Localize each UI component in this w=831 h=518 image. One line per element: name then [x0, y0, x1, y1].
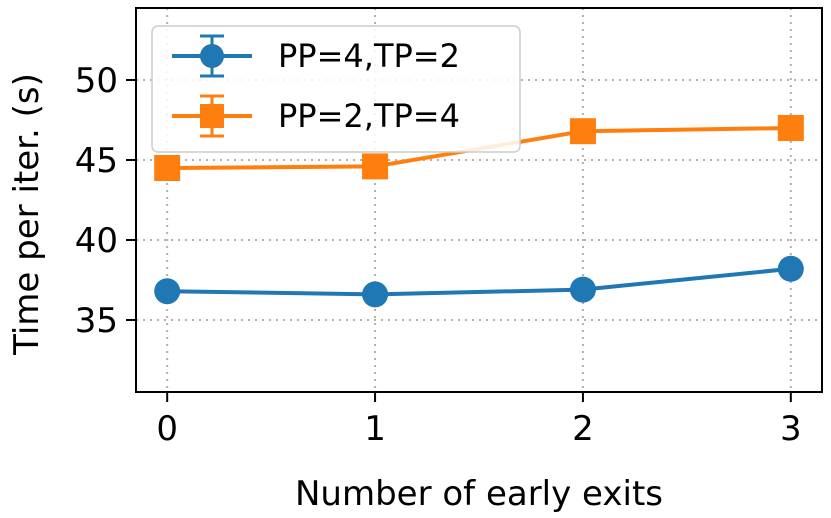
data-point-pp-2-tp-4 — [777, 115, 804, 141]
x-tick-label: 2 — [572, 409, 594, 449]
y-tick-label: 40 — [75, 221, 118, 261]
x-tick-label: 0 — [156, 409, 178, 449]
series-layer — [154, 115, 804, 308]
data-point-pp-4-tp-2 — [154, 278, 181, 305]
data-point-pp-4-tp-2 — [362, 281, 389, 308]
y-tick-label: 45 — [75, 141, 118, 181]
series-pp-4-tp-2 — [154, 255, 804, 308]
x-tick-label: 3 — [780, 409, 802, 449]
legend: PP=4,TP=2 PP=2,TP=4 — [151, 25, 521, 153]
y-axis-label: Time per iter. (s) — [7, 73, 47, 356]
ticks: 0 1 2 3 35 40 45 50 — [75, 61, 802, 449]
data-point-pp-4-tp-2 — [777, 255, 804, 282]
legend-entry-pp2-tp4: PP=2,TP=4 — [172, 94, 460, 138]
data-point-pp-2-tp-4 — [154, 155, 181, 181]
legend-label-pp2-tp4: PP=2,TP=4 — [278, 97, 460, 135]
y-tick-label: 35 — [75, 301, 118, 341]
legend-label-pp4-tp2: PP=4,TP=2 — [278, 37, 460, 75]
x-tick-label: 1 — [364, 409, 386, 449]
plot-frame — [135, 7, 823, 393]
x-axis-label: Number of early exits — [295, 474, 663, 514]
legend-entry-pp4-tp2: PP=4,TP=2 — [172, 34, 460, 78]
series-line-pp-4-tp-2 — [167, 266, 792, 297]
legend-marker-pp2-tp4 — [200, 104, 224, 128]
data-point-pp-4-tp-2 — [569, 276, 596, 303]
data-point-pp-2-tp-4 — [362, 153, 389, 180]
data-point-pp-2-tp-4 — [569, 118, 596, 145]
y-tick-label: 50 — [75, 61, 118, 101]
legend-marker-pp4-tp2 — [200, 44, 224, 68]
